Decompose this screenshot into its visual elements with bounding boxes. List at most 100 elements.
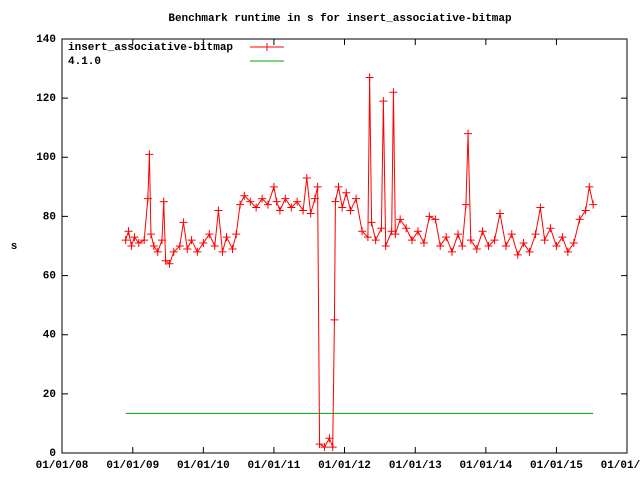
point-marker [346, 206, 355, 215]
point-marker [199, 239, 208, 248]
point-marker [536, 203, 545, 212]
point-marker [263, 200, 272, 209]
point-marker [448, 247, 457, 256]
point-marker [540, 236, 549, 245]
x-tick-label: 01/01/12 [318, 460, 371, 472]
point-marker [281, 194, 290, 203]
point-marker [143, 194, 152, 203]
point-marker [478, 227, 487, 236]
point-marker [124, 227, 133, 236]
point-marker [381, 242, 390, 250]
series-line [125, 77, 594, 448]
point-marker [425, 212, 434, 221]
point-marker [546, 224, 555, 233]
point-marker [436, 242, 445, 250]
point-marker [513, 250, 522, 259]
point-marker [140, 236, 149, 245]
point-marker [464, 129, 473, 138]
point-marker [495, 209, 504, 218]
point-marker [563, 247, 572, 256]
point-marker [490, 236, 499, 245]
point-marker [581, 206, 590, 215]
point-marker [525, 247, 534, 256]
point-marker [454, 230, 463, 239]
point-marker [269, 182, 278, 191]
x-tick-label: 01/01/16 [601, 460, 640, 472]
point-marker [377, 224, 386, 233]
legend-label: 4.1.0 [68, 56, 101, 68]
point-marker [193, 247, 202, 256]
y-tick-label: 0 [49, 448, 56, 460]
point-marker [134, 239, 143, 248]
point-marker [442, 233, 451, 242]
point-marker [334, 182, 343, 191]
point-marker [402, 224, 411, 233]
point-marker [396, 215, 405, 224]
x-tick-label: 01/01/11 [248, 460, 301, 472]
point-marker [157, 236, 166, 245]
point-marker [552, 242, 561, 250]
y-axis-label: s [11, 241, 18, 253]
point-marker [310, 194, 319, 203]
point-marker [407, 236, 416, 245]
point-marker [585, 182, 594, 191]
point-marker [507, 230, 516, 239]
point-marker [575, 215, 584, 224]
y-tick-label: 20 [43, 389, 56, 401]
point-marker [272, 197, 281, 206]
y-tick-label: 40 [43, 330, 56, 342]
point-marker [179, 218, 188, 227]
point-marker [145, 150, 154, 159]
point-marker [458, 242, 467, 250]
point-marker [275, 206, 284, 215]
chart-title: Benchmark runtime in s for insert_associ… [168, 13, 512, 25]
point-marker [352, 194, 361, 203]
point-marker [187, 236, 196, 245]
point-marker [472, 244, 481, 253]
legend-marker [263, 43, 271, 51]
point-marker [236, 200, 245, 209]
point-marker [246, 197, 255, 206]
point-marker [252, 203, 261, 212]
point-marker [391, 230, 400, 239]
x-tick-label: 01/01/08 [36, 460, 89, 472]
point-marker [320, 443, 329, 452]
legend-label: insert_associative-bitmap [68, 42, 233, 54]
point-marker [169, 247, 178, 256]
point-marker [175, 242, 184, 250]
point-marker [419, 239, 428, 248]
point-marker [218, 247, 227, 256]
point-marker [153, 247, 162, 256]
point-marker [371, 236, 380, 245]
point-marker [258, 194, 267, 203]
point-marker [338, 203, 347, 212]
x-tick-label: 01/01/14 [459, 460, 512, 472]
point-marker [313, 182, 322, 191]
point-marker [159, 197, 168, 206]
point-marker [379, 97, 388, 106]
point-marker [413, 227, 422, 236]
point-marker [569, 239, 578, 248]
point-marker [299, 206, 308, 215]
point-marker [431, 215, 440, 224]
point-marker [222, 233, 231, 242]
point-marker [519, 239, 528, 248]
point-marker [363, 233, 372, 242]
point-marker [165, 259, 174, 268]
point-marker [315, 440, 324, 449]
point-marker [461, 200, 470, 209]
point-marker [240, 191, 249, 200]
plot-frame [61, 38, 628, 454]
point-marker [342, 188, 351, 197]
point-marker [365, 73, 374, 82]
point-marker [306, 209, 315, 218]
point-marker [589, 200, 598, 209]
y-tick-label: 80 [43, 211, 56, 223]
point-marker [205, 230, 214, 239]
point-marker [466, 236, 475, 245]
point-marker [331, 197, 340, 206]
point-marker [484, 242, 493, 250]
point-marker [501, 242, 510, 250]
